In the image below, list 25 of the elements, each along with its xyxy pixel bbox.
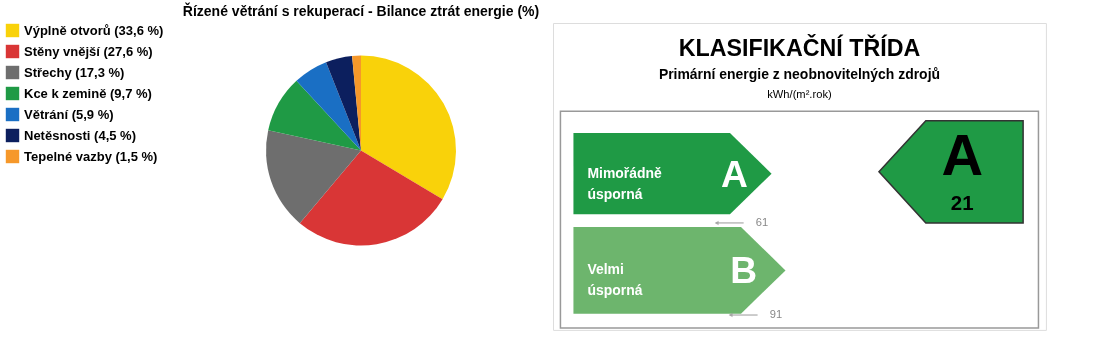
text: Velmi úsporná — [587, 261, 643, 299]
text: KLASIFIKAČNÍ TŘÍDA — [678, 34, 921, 62]
legend-label: Kce k zemině (9,7 %) — [24, 85, 152, 101]
legend-label: Střechy (17,3 %) — [24, 64, 125, 80]
text: 61 — [755, 215, 769, 228]
pie-slice — [268, 80, 361, 151]
text: B — [730, 249, 758, 292]
text: 91 — [769, 308, 783, 321]
text: 21 — [950, 191, 974, 215]
legend-label: Netěsnosti (4,5 %) — [24, 127, 136, 143]
chart-title: Řízené větrání s rekuperací - Bilance ztrát energie (%) — [182, 2, 540, 19]
pie-slice — [266, 130, 361, 224]
legend-label: Stěny vnější (27,6 %) — [24, 43, 153, 59]
legend-label: Větrání (5,9 %) — [24, 106, 114, 122]
text: A — [720, 153, 748, 196]
pie-slice — [299, 150, 443, 246]
text: Mimořádně úsporná — [587, 164, 662, 202]
pie-slice — [326, 55, 361, 151]
legend-label: Tepelné vazby (1,5 %) — [24, 148, 158, 164]
text: A — [941, 122, 984, 187]
text: Primární energie z neobnovitelných zdrojů — [658, 66, 941, 83]
legend-label: Výplně otvorů (33,6 %) — [24, 22, 164, 38]
pie-slice — [296, 62, 361, 151]
text: kWh/(m².rok) — [767, 87, 832, 100]
pie-slice — [361, 55, 456, 200]
